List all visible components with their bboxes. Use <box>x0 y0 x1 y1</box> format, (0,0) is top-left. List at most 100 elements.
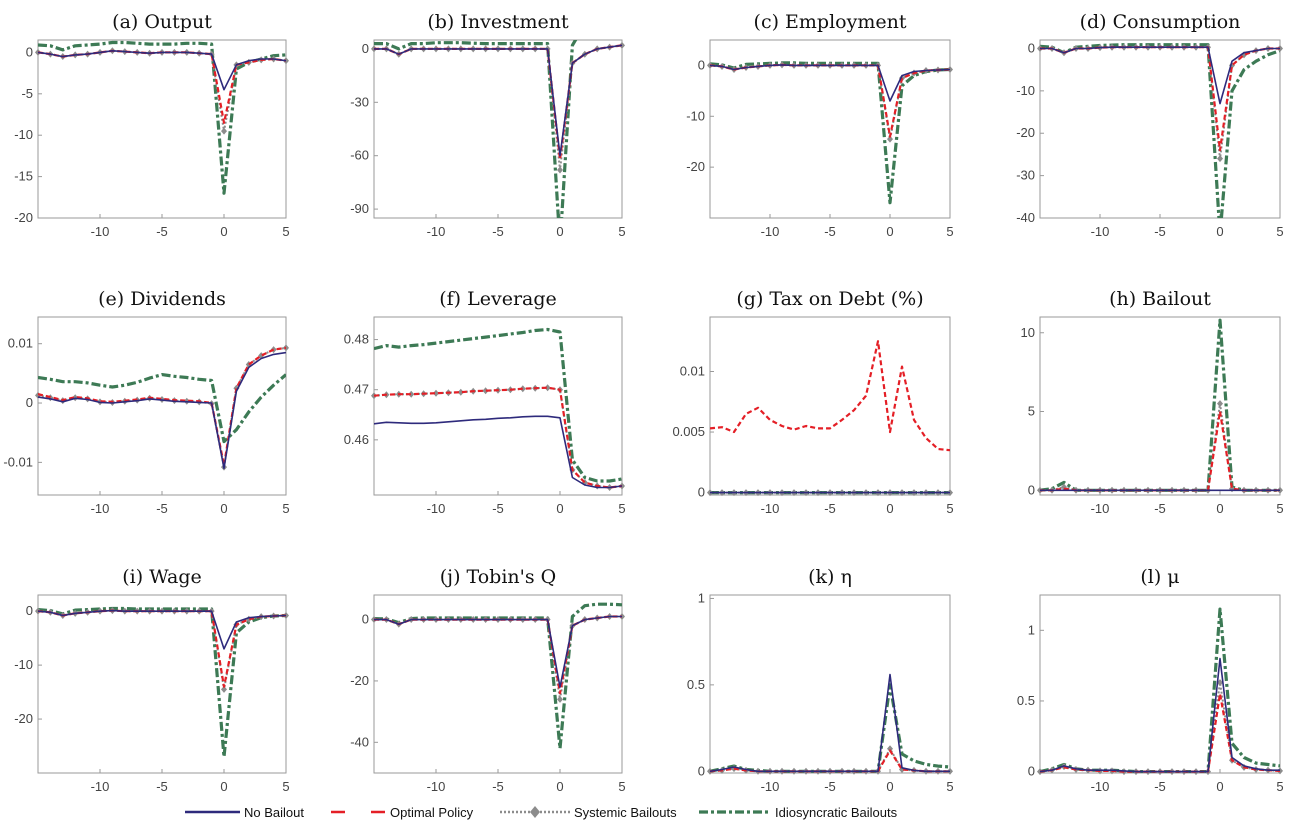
y-tick-label: -40 <box>1016 210 1035 225</box>
series-line-no-bailout <box>38 351 286 470</box>
x-tick-label: 0 <box>556 779 563 794</box>
plot-frame <box>1039 316 1281 496</box>
y-tick-label: -10 <box>14 127 33 142</box>
y-tick-label: 0.5 <box>687 677 705 692</box>
series-line-no-bailout <box>374 44 622 157</box>
y-tick-label: 0 <box>698 763 705 778</box>
series-line-no-bailout <box>38 49 286 91</box>
series-line-optimal <box>1040 46 1280 152</box>
x-tick-label: -5 <box>824 224 836 239</box>
panel-title: (l) μ <box>1140 566 1179 588</box>
y-tick-label: -10 <box>1016 83 1035 98</box>
series-marker-systemic <box>557 695 563 703</box>
x-tick-label: 0 <box>556 501 563 516</box>
series-line-no-bailout <box>710 64 950 102</box>
y-tick-label: -60 <box>350 148 369 163</box>
panel-11: (k) η -10 -5 0 5 1 0.5 0 <box>687 566 954 794</box>
series-marker-systemic <box>433 389 439 397</box>
series-line-optimal <box>710 340 950 452</box>
series-line-optimal <box>1040 410 1280 492</box>
series-marker-systemic <box>371 392 377 400</box>
series-line-optimal <box>374 386 622 489</box>
x-tick-label: -10 <box>427 779 446 794</box>
panel-12: (l) μ -10 -5 0 5 1 0.5 0 <box>1017 566 1284 794</box>
y-tick-label: 0 <box>362 612 369 627</box>
panel-title: (i) Wage <box>122 566 202 588</box>
panel-4: (d) Consumption -10 -5 0 5 0 -10 -20 -30 -40 <box>1016 11 1283 239</box>
x-tick-label: -10 <box>1091 224 1110 239</box>
panel-8: (h) Bailout -10 -5 0 5 10 5 0 <box>1021 288 1284 516</box>
x-tick-label: -10 <box>91 501 110 516</box>
panel-title: (a) Output <box>112 11 212 33</box>
y-tick-label: -20 <box>686 159 705 174</box>
legend-marker-systemic <box>530 806 540 818</box>
series-line-no-bailout <box>1040 657 1280 773</box>
series-marker-systemic <box>457 388 464 396</box>
x-tick-label: -5 <box>156 779 168 794</box>
series-line-idiosyncratic <box>710 683 950 773</box>
y-tick-label: -10 <box>686 108 705 123</box>
x-tick-label: 0 <box>886 779 893 794</box>
x-tick-label: 5 <box>1276 779 1283 794</box>
x-tick-label: 0 <box>886 224 893 239</box>
series-marker-systemic <box>887 745 893 753</box>
series-marker-systemic <box>1217 400 1223 408</box>
series-marker-systemic <box>1217 155 1223 163</box>
y-tick-label: 10 <box>1021 325 1035 340</box>
panel-6: (f) Leverage -10 -5 0 5 0.48 0.47 0.46 <box>344 288 626 516</box>
y-tick-label: -40 <box>350 734 369 749</box>
panel-5: (e) Dividends -10 -5 0 5 0.01 0 -0.01 <box>3 288 289 516</box>
panel-2: (b) Investment -10 -5 0 5 0 -30 -60 -90 <box>350 11 625 239</box>
series-marker-systemic <box>221 685 227 693</box>
y-tick-label: -90 <box>350 201 369 216</box>
y-tick-label: 0 <box>698 485 705 500</box>
y-tick-label: 0 <box>26 395 33 410</box>
x-tick-label: -5 <box>156 501 168 516</box>
series-marker-systemic <box>947 65 953 73</box>
series-line-no-bailout <box>38 609 286 650</box>
x-tick-label: -5 <box>156 224 168 239</box>
y-tick-label: -5 <box>21 86 33 101</box>
series-line-idiosyncratic <box>374 40 578 218</box>
x-tick-label: 5 <box>1276 224 1283 239</box>
y-tick-label: 1 <box>698 590 705 605</box>
x-tick-label: -5 <box>492 501 504 516</box>
panel-title: (h) Bailout <box>1109 288 1211 310</box>
x-tick-label: 5 <box>282 501 289 516</box>
y-tick-label: 0 <box>26 44 33 59</box>
y-tick-label: 0.01 <box>680 363 705 378</box>
x-tick-label: -10 <box>1091 501 1110 516</box>
y-tick-label: 1 <box>1028 622 1035 637</box>
series-line-idiosyncratic <box>38 606 286 759</box>
y-tick-label: 0.01 <box>8 336 33 351</box>
panel-title: (f) Leverage <box>439 288 557 310</box>
x-tick-label: -10 <box>91 224 110 239</box>
x-tick-label: -5 <box>1154 779 1166 794</box>
y-tick-label: 0 <box>1028 482 1035 497</box>
series-marker-systemic <box>408 390 415 398</box>
y-tick-label: -0.01 <box>3 454 33 469</box>
x-tick-label: 0 <box>886 501 893 516</box>
series-marker-systemic <box>482 387 489 395</box>
x-tick-label: 5 <box>946 779 953 794</box>
plot-frame <box>709 594 951 774</box>
x-tick-label: 5 <box>282 779 289 794</box>
panel-10: (j) Tobin's Q -10 -5 0 5 0 -20 -40 <box>350 566 625 794</box>
x-tick-label: 0 <box>1216 501 1223 516</box>
series-line-systemic <box>1040 46 1280 160</box>
panel-3: (c) Employment -10 -5 0 5 0 -10 -20 <box>686 11 953 239</box>
series-line-idiosyncratic <box>710 61 950 205</box>
y-tick-label: 0 <box>1028 764 1035 779</box>
x-tick-label: 5 <box>618 501 625 516</box>
panel-7: (g) Tax on Debt (%) -10 -5 0 5 0.01 0.005 0 <box>672 288 953 516</box>
legend-label: Systemic Bailouts <box>574 805 677 820</box>
x-tick-label: -10 <box>1091 779 1110 794</box>
series-line-systemic <box>374 615 622 701</box>
plot-frame <box>37 39 287 219</box>
x-tick-label: -5 <box>824 779 836 794</box>
y-tick-label: -30 <box>350 94 369 109</box>
y-tick-label: 0 <box>362 41 369 56</box>
x-tick-label: 5 <box>618 779 625 794</box>
x-tick-label: 5 <box>282 224 289 239</box>
x-tick-label: -5 <box>492 224 504 239</box>
